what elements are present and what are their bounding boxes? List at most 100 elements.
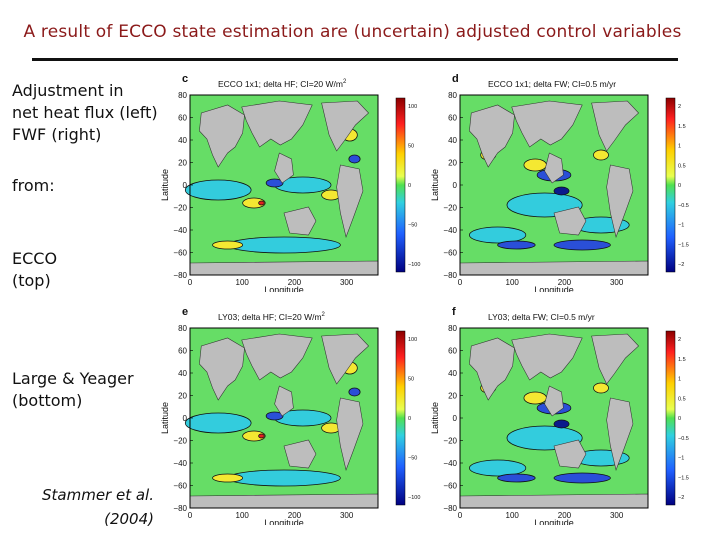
y-tick-label: 40 <box>448 136 457 145</box>
y-tick-label: −20 <box>443 437 457 446</box>
land-mass <box>469 337 515 401</box>
colorbar-tick-label: −50 <box>408 223 417 229</box>
anomaly-patch <box>593 382 609 394</box>
land-mass <box>274 385 294 417</box>
colorbar-tick-label: 0 <box>408 416 411 422</box>
colorbar <box>395 97 406 273</box>
colorbar-tick-label: 50 <box>408 144 414 150</box>
x-tick-label: 200 <box>288 278 302 287</box>
anomaly-patch <box>553 419 570 429</box>
land-mass <box>606 164 634 238</box>
x-tick-label: 0 <box>458 278 463 287</box>
colorbar <box>665 97 676 273</box>
caption-line-3: FWF (right) <box>12 125 102 144</box>
land-mass <box>336 164 364 238</box>
map-panel-e: e LY03; delta HF; CI=20 W/m2 80 60 40 20 0 −20−… <box>160 303 430 525</box>
caption-line-2: net heat flux (left) <box>12 103 158 122</box>
map-panel-f: f LY03; delta FW; CI=0.5 m/yr 80 60 40 20 0 −20… <box>430 303 700 525</box>
land-mass <box>459 493 649 509</box>
land-mass <box>274 152 294 184</box>
colorbar <box>665 330 676 506</box>
colorbar-tick-label: −100 <box>408 495 420 501</box>
colorbar-tick-label: 1 <box>678 377 681 383</box>
colorbar-tick-label: 0 <box>678 183 681 189</box>
colorbar-tick-label: −1.5 <box>678 475 689 481</box>
colorbar-tick-label: 2 <box>678 337 681 343</box>
citation: Stammer et al. (2004) <box>42 483 154 531</box>
title-underline <box>32 58 678 61</box>
x-tick-label: 0 <box>458 511 463 520</box>
citation-year: (2004) <box>104 510 154 528</box>
caption-line-1: Adjustment in <box>12 81 124 100</box>
y-tick-label: 60 <box>448 347 457 356</box>
y-tick-label: 40 <box>448 369 457 378</box>
colorbar <box>395 330 406 506</box>
y-tick-label: 40 <box>178 369 187 378</box>
y-tick-label: −80 <box>443 271 457 280</box>
land-mass <box>544 385 564 417</box>
x-tick-label: 200 <box>558 511 572 520</box>
land-mass <box>199 337 245 401</box>
y-tick-label: −20 <box>173 437 187 446</box>
colorbar-tick-label: 1.5 <box>678 124 686 130</box>
colorbar-tick-label: 0 <box>678 416 681 422</box>
anomaly-patch <box>523 158 547 172</box>
x-tick-label: 300 <box>610 278 624 287</box>
y-tick-label: −40 <box>173 459 187 468</box>
anomaly-patch <box>212 473 244 483</box>
y-tick-label: 0 <box>453 181 458 190</box>
colorbar-tick-label: −1.5 <box>678 242 689 248</box>
y-tick-label: 60 <box>448 114 457 123</box>
anomaly-patch <box>212 240 244 250</box>
y-axis-label: Latitude <box>160 402 170 434</box>
y-tick-label: 80 <box>178 91 187 100</box>
y-tick-label: −20 <box>443 204 457 213</box>
colorbar-tick-label: −0.5 <box>678 203 689 209</box>
land-mass <box>553 206 587 236</box>
land-mass <box>189 260 379 276</box>
y-tick-label: −20 <box>173 204 187 213</box>
anomaly-patch <box>242 430 266 442</box>
caption-ly-pos: (bottom) <box>12 391 83 410</box>
land-mass <box>283 439 317 469</box>
map-panel-c: c ECCO 1x1; delta HF; CI=20 W/m2 80 60 40 20 0… <box>160 70 430 292</box>
y-tick-label: 0 <box>183 181 188 190</box>
x-tick-label: 0 <box>188 278 193 287</box>
land-mass <box>469 104 515 168</box>
y-tick-label: 20 <box>178 392 187 401</box>
land-mass <box>241 100 313 148</box>
colorbar-tick-label: 0.5 <box>678 396 686 402</box>
anomaly-patch <box>265 411 284 421</box>
colorbar-tick-label: −100 <box>408 262 420 268</box>
land-mass <box>321 333 370 385</box>
land-mass <box>544 152 564 184</box>
y-tick-label: −60 <box>443 249 457 258</box>
side-caption: Adjustment in net heat flux (left) FWF (… <box>12 80 158 146</box>
y-tick-label: −80 <box>173 504 187 513</box>
land-mass <box>591 333 640 385</box>
colorbar-tick-label: 0.5 <box>678 163 686 169</box>
anomaly-patch <box>497 473 536 483</box>
land-mass <box>511 333 583 381</box>
colorbar-tick-label: −50 <box>408 456 417 462</box>
panel-title: LY03; delta HF; CI=20 W/m2 <box>218 312 326 322</box>
colorbar-tick-label: 100 <box>408 337 417 343</box>
caption-ly-name: Large & Yeager <box>12 369 134 388</box>
citation-authors: Stammer et al. <box>42 486 154 504</box>
land-mass <box>606 397 634 471</box>
y-axis-label: Latitude <box>430 169 440 201</box>
colorbar-tick-label: −2 <box>678 495 684 501</box>
colorbar-tick-label: 100 <box>408 104 417 110</box>
land-mass <box>459 260 649 276</box>
anomaly-patch <box>469 459 527 477</box>
caption-from: from: <box>12 176 55 195</box>
caption-ecco-pos: (top) <box>12 271 51 290</box>
colorbar-tick-label: −2 <box>678 262 684 268</box>
anomaly-patch <box>227 236 341 254</box>
anomaly-patch <box>242 197 266 209</box>
panel-title: LY03; delta FW; CI=0.5 m/yr <box>488 312 595 322</box>
anomaly-patch <box>258 200 265 206</box>
x-tick-label: 200 <box>558 278 572 287</box>
colorbar-tick-label: 1.5 <box>678 357 686 363</box>
anomaly-patch <box>469 226 527 244</box>
